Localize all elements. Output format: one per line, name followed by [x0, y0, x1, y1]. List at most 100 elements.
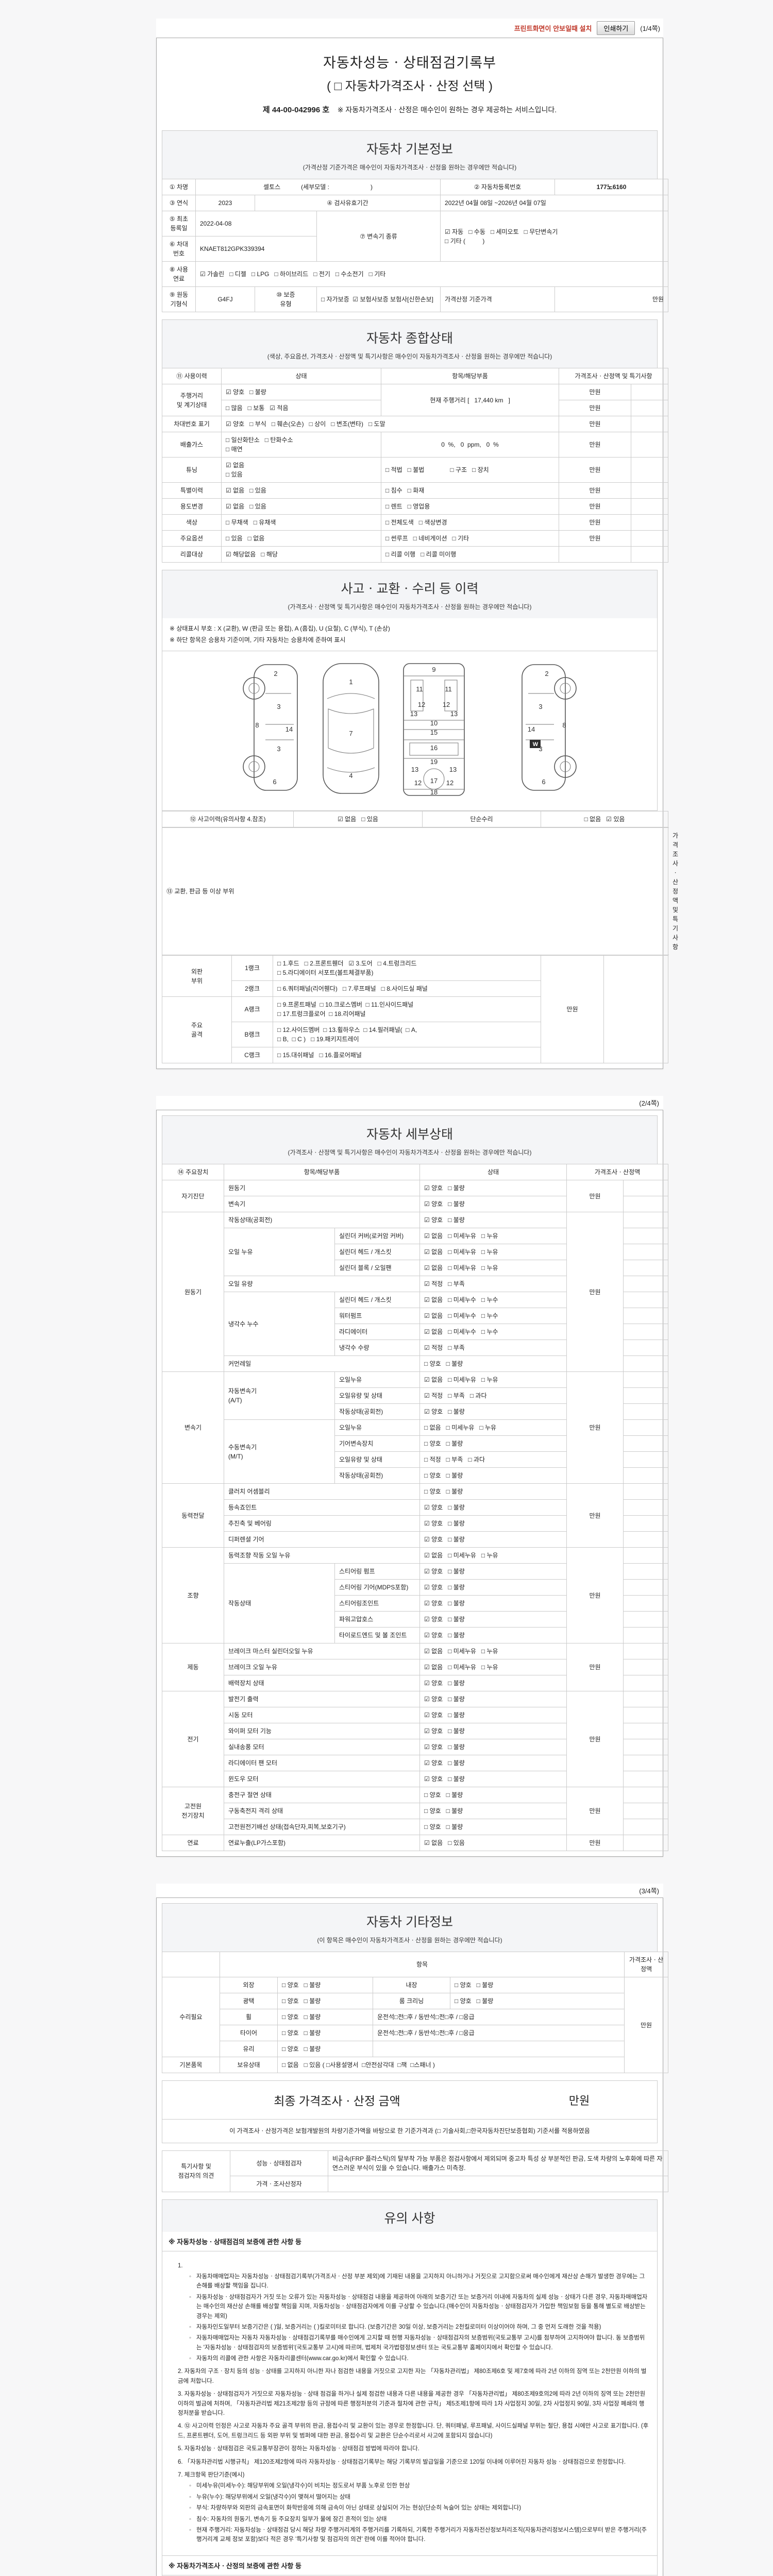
status-checks[interactable]: ☑ 양호 □ 불량	[419, 1212, 567, 1229]
status-checks[interactable]: □ 없음 □ 미세누유 □ 누유	[419, 1419, 567, 1436]
note-cell[interactable]	[630, 530, 669, 547]
note-cell[interactable]	[623, 1403, 669, 1420]
status-checks[interactable]: □ 양호 □ 불량	[277, 2025, 373, 2042]
status-checks[interactable]: ☑ 양호 □ 불량	[419, 1739, 567, 1756]
checks-cell[interactable]: ☑ 해당없음 □ 해당	[221, 546, 381, 563]
status-checks[interactable]: □ 적정 □ 부족 □ 과다	[419, 1451, 567, 1468]
note-cell[interactable]	[623, 1531, 669, 1548]
status-checks[interactable]: □ 양호 □ 불량	[449, 1993, 625, 2010]
status-checks[interactable]	[372, 2041, 625, 2058]
note-cell[interactable]	[623, 1579, 669, 1596]
value-base-price[interactable]: 만원	[554, 286, 669, 312]
note-cell[interactable]	[623, 1483, 669, 1500]
note-cell[interactable]	[623, 1515, 669, 1532]
checks-cell[interactable]: ☑ 없음 □ 있음	[221, 457, 381, 483]
car-damage-diagram[interactable]: 2 3 8 14 3 6 1 7 4 9 11 11 12 12 13 13 10 15 16 19 13 13 12 12 1…	[162, 651, 658, 811]
status-checks[interactable]: ☑ 없음 □ 미세누수 □ 누수	[419, 1308, 567, 1325]
status-checks[interactable]: □ 양호 □ 불량	[419, 1355, 567, 1372]
rank-checks[interactable]: □ 15.대쉬패널 □ 16.플로어패널	[273, 1047, 541, 1064]
status-checks[interactable]: ☑ 양호 □ 불량	[419, 1180, 567, 1197]
note-cell[interactable]	[623, 1691, 669, 1708]
note-cell[interactable]	[623, 1611, 669, 1628]
status-checks[interactable]: ☑ 없음 □ 미세누유 □ 누유	[419, 1547, 567, 1564]
status-checks[interactable]: ☑ 양호 □ 불량	[419, 1196, 567, 1213]
value-car-name[interactable]: 셀토스 (세부모델 : )	[195, 179, 441, 195]
transmission-checks[interactable]: ☑ 자동 □ 수동 □ 세미오토 □ 무단변속기 □ 기타 ( )	[440, 211, 669, 262]
status-checks[interactable]: 운전석□전□후 / 동반석□전□후 / □응급	[372, 2025, 625, 2042]
note-cell[interactable]	[630, 482, 669, 499]
note-cell[interactable]	[623, 1675, 669, 1692]
checks-cell[interactable]: □ 무채색 □ 유채색	[221, 514, 381, 531]
status-checks[interactable]: □ 없음 □ 있음 ( □사용설명서 □안전삼각대 □잭 □스패너 )	[277, 2057, 625, 2074]
value-engine-type[interactable]: G4FJ	[195, 286, 255, 312]
note-cell[interactable]	[603, 955, 668, 1064]
status-checks[interactable]: ☑ 없음 □ 미세누유 □ 누유	[419, 1643, 567, 1660]
status-checks[interactable]: ☑ 없음 □ 미세누유 □ 누유	[419, 1228, 567, 1245]
note-cell[interactable]	[623, 1835, 669, 1852]
status-checks[interactable]: ☑ 양호 □ 불량	[419, 1627, 567, 1644]
note-cell[interactable]	[623, 1196, 669, 1213]
note-cell[interactable]	[623, 1547, 669, 1564]
status-checks[interactable]: □ 양호 □ 불량	[419, 1787, 567, 1804]
status-checks[interactable]: ☑ 없음 □ 미세누수 □ 누수	[419, 1292, 567, 1309]
checks-cell[interactable]: □ 침수 □ 화재	[381, 482, 559, 499]
status-checks[interactable]: □ 양호 □ 불량	[277, 2041, 373, 2058]
note-cell[interactable]	[623, 1659, 669, 1676]
status-checks[interactable]: ☑ 양호 □ 불량	[419, 1515, 567, 1532]
note-cell[interactable]	[623, 1739, 669, 1756]
status-checks[interactable]: ☑ 양호 □ 불량	[419, 1771, 567, 1788]
note-cell[interactable]	[623, 1244, 669, 1261]
note-cell[interactable]	[623, 1563, 669, 1580]
status-checks[interactable]: □ 양호 □ 불량	[419, 1803, 567, 1820]
rank-checks[interactable]: □ 9.프론트패널 □ 10.크로스멤버 □ 11.인사이드패널 □ 17.트렁…	[273, 996, 541, 1023]
note-cell[interactable]	[630, 416, 669, 432]
rank-checks[interactable]: □ 12.사이드멤버 □ 13.휠하우스 □ 14.필러패널( □ A, □ B…	[273, 1022, 541, 1048]
note-cell[interactable]	[623, 1643, 669, 1660]
checks-cell[interactable]: ☑ 없음 □ 있음	[221, 498, 381, 515]
value-model-year[interactable]: 2023	[195, 195, 255, 211]
checks-cell[interactable]: □ 렌트 □ 영업용	[381, 498, 559, 515]
checks-cell[interactable]: □ 리콜 이행 □ 리콜 미이행	[381, 546, 559, 563]
note-cell[interactable]	[623, 1228, 669, 1245]
note-cell[interactable]	[623, 1212, 669, 1229]
note-cell[interactable]	[630, 457, 669, 483]
note-cell[interactable]	[623, 1787, 669, 1804]
status-checks[interactable]: ☑ 없음 □ 미세누유 □ 누유	[419, 1371, 567, 1388]
note-cell[interactable]	[623, 1180, 669, 1197]
status-checks[interactable]: ☑ 양호 □ 불량	[419, 1579, 567, 1596]
status-checks[interactable]: ☑ 양호 □ 불량	[419, 1499, 567, 1516]
status-checks[interactable]: □ 양호 □ 불량	[277, 2009, 373, 2026]
print-button[interactable]: 인쇄하기	[597, 21, 635, 35]
accident-checks[interactable]: ☑ 없음 □ 있음	[293, 811, 423, 828]
note-cell[interactable]	[623, 1627, 669, 1644]
checks-cell[interactable]: □ 썬루프 □ 네비게이션 □ 기타	[381, 530, 559, 547]
status-checks[interactable]: □ 양호 □ 불량	[277, 1993, 373, 2010]
value-first-reg[interactable]: 2022-04-08	[195, 211, 317, 236]
rank-checks[interactable]: □ 6.쿼터패널(리어휀다) □ 7.루프패널 □ 8.사이드실 패널	[273, 980, 541, 997]
fuel-checks[interactable]: ☑ 가솔린 □ 디젤 □ LPG □ 하이브리드 □ 전기 □ 수소전기 □ 기…	[195, 261, 669, 287]
note-cell[interactable]	[623, 1771, 669, 1788]
checks-cell[interactable]: □ 전체도색 □ 색상변경	[381, 514, 559, 531]
note-cell[interactable]	[630, 432, 669, 457]
status-checks[interactable]: ☑ 양호 □ 불량	[419, 1691, 567, 1708]
value-inspection-period[interactable]: 2022년 04월 08일 ~2026년 04월 07일	[440, 195, 669, 211]
status-checks[interactable]: □ 양호 □ 불량	[449, 1977, 625, 1994]
status-checks[interactable]: ☑ 양호 □ 불량	[419, 1595, 567, 1612]
note-cell[interactable]	[623, 1755, 669, 1772]
status-checks[interactable]: ☑ 적정 □ 부족	[419, 1340, 567, 1357]
note-cell[interactable]	[630, 498, 669, 515]
note-cell[interactable]	[630, 400, 669, 416]
checks-cell[interactable]: □ 적법 □ 불법 □ 구조 □ 장치	[381, 457, 559, 483]
status-checks[interactable]: ☑ 적정 □ 부족	[419, 1276, 567, 1293]
assessor-opinion[interactable]	[328, 2175, 668, 2192]
rank-checks[interactable]: □ 1.후드 □ 2.프론트휀더 ☑ 3.도어 □ 4.트렁크리드 □ 5.라디…	[273, 955, 541, 981]
status-checks[interactable]: ☑ 없음 □ 미세누유 □ 누유	[419, 1659, 567, 1676]
note-cell[interactable]	[630, 384, 669, 400]
status-checks[interactable]: 운전석□전□후 / 동반석□전□후 / □응급	[372, 2009, 625, 2026]
warranty-checks[interactable]: □ 자가보증 ☑ 보험사보증 보험사[신한손보]	[316, 286, 441, 312]
status-checks[interactable]: □ 양호 □ 불량	[419, 1435, 567, 1452]
note-cell[interactable]	[623, 1260, 669, 1277]
print-help-link[interactable]: 프린트화면이 안보일때 설치	[514, 25, 592, 32]
value-vin[interactable]: KNAET812GPK339394	[195, 236, 317, 262]
note-cell[interactable]	[630, 514, 669, 531]
